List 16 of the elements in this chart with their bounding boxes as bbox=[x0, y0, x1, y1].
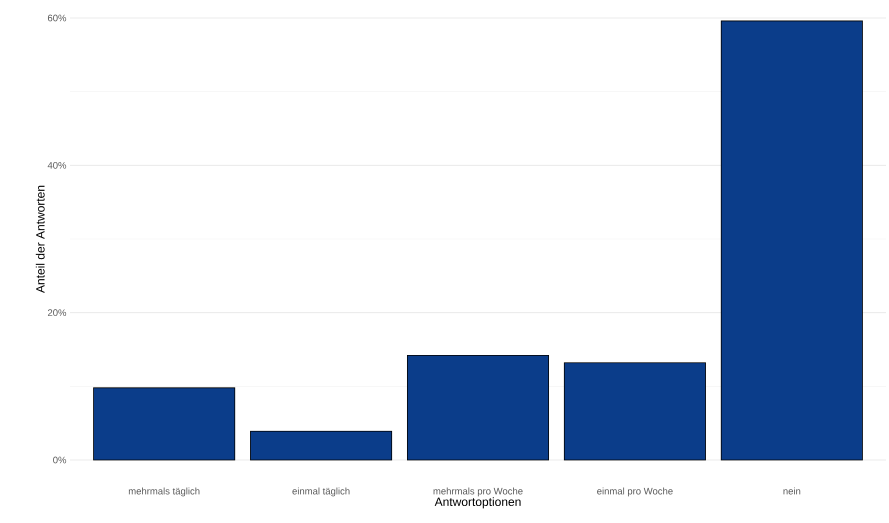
y-tick-label: 40% bbox=[48, 162, 66, 169]
y-tick-label: 0% bbox=[53, 456, 66, 464]
bar bbox=[406, 354, 550, 460]
y-axis-title: Anteil der Antworten bbox=[36, 186, 45, 293]
y-tick-label: 60% bbox=[48, 14, 66, 22]
x-tick-label: mehrmals pro Woche bbox=[434, 488, 523, 496]
bar bbox=[250, 430, 392, 460]
bar bbox=[720, 20, 863, 460]
x-tick-label: einmal pro Woche bbox=[597, 488, 673, 496]
x-tick-label: mehrmals täglich bbox=[128, 488, 200, 496]
y-tick-label: 20% bbox=[48, 309, 66, 316]
x-axis-title: Antwortoptionen bbox=[434, 497, 521, 508]
x-tick-label: nein bbox=[783, 488, 800, 494]
x-tick-label: einmal täglich bbox=[292, 488, 350, 496]
bar bbox=[564, 362, 706, 460]
bar bbox=[93, 387, 236, 460]
